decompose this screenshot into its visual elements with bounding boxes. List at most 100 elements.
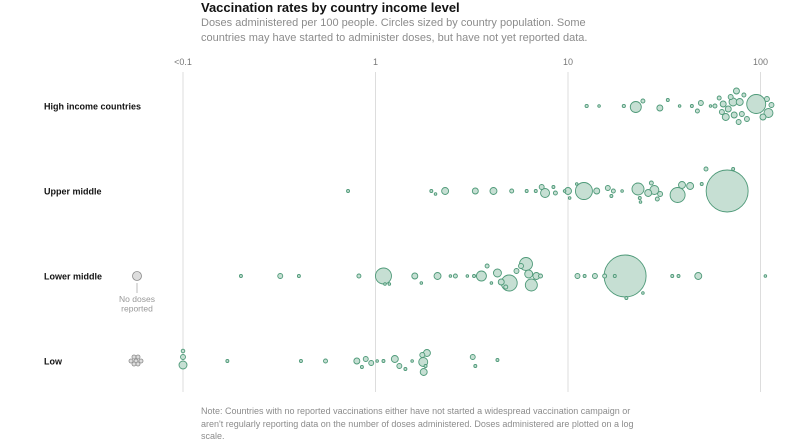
country-point [689, 104, 694, 108]
country-point [763, 108, 774, 118]
x-tick-label: 100 [753, 57, 768, 67]
no-doses-point [135, 361, 141, 367]
country-point [411, 272, 419, 280]
row-label: Lower middle [44, 272, 102, 282]
country-point [390, 355, 399, 363]
country-point [582, 274, 587, 278]
country-point [492, 268, 502, 278]
chart-note: Note: Countries with no reported vaccina… [201, 406, 634, 441]
x-tick-label: <0.1 [174, 57, 192, 67]
country-point [694, 108, 700, 114]
country-point [641, 291, 645, 295]
country-point [433, 272, 442, 280]
country-point [552, 190, 558, 196]
x-tick-label: 10 [563, 57, 573, 67]
country-point [524, 278, 538, 292]
country-point [419, 352, 426, 358]
country-point [703, 166, 709, 172]
country-point [732, 87, 740, 95]
country-point [567, 196, 572, 200]
country-point [677, 104, 682, 108]
country-point [735, 119, 742, 125]
country-point [644, 189, 653, 197]
no-doses-label: reported [121, 304, 153, 314]
country-point [368, 360, 375, 366]
country-point [699, 182, 704, 186]
country-point [465, 274, 470, 278]
country-point [718, 109, 725, 115]
country-point [323, 358, 328, 364]
country-point [730, 111, 738, 119]
country-point [724, 105, 732, 113]
country-point [741, 92, 747, 98]
country-point [676, 274, 681, 278]
country-point [657, 191, 664, 197]
country-point [759, 113, 767, 121]
country-point [538, 184, 545, 190]
country-point [743, 116, 750, 122]
country-point [238, 274, 243, 278]
country-point [654, 196, 660, 202]
country-point [621, 103, 626, 109]
country-point [763, 96, 770, 102]
country-point [620, 189, 624, 193]
country-point [178, 360, 188, 370]
no-doses-label: No doses [119, 294, 155, 304]
country-point [697, 100, 704, 106]
country-point [638, 200, 643, 204]
country-point [497, 278, 505, 286]
country-point [489, 281, 494, 285]
country-point [597, 104, 601, 108]
country-point [591, 273, 598, 279]
country-point [472, 274, 476, 278]
country-point [469, 354, 476, 360]
country-point [738, 111, 745, 117]
country-point [604, 185, 611, 191]
country-point [524, 269, 534, 279]
country-point [225, 359, 230, 363]
chart-title: Vaccination rates by country income leve… [201, 0, 460, 15]
country-point [768, 102, 775, 108]
no-doses-point [135, 354, 141, 360]
country-point [356, 273, 362, 279]
row-label: Upper middle [44, 187, 102, 197]
country-point [509, 188, 515, 194]
country-point [362, 356, 369, 362]
country-point [375, 359, 379, 363]
country-point [540, 188, 551, 198]
country-point [746, 94, 767, 114]
country-point [484, 263, 490, 269]
country-point [473, 364, 478, 368]
country-point [489, 187, 498, 195]
country-point [452, 273, 458, 279]
country-point [375, 267, 392, 285]
country-point [448, 274, 453, 278]
country-point [503, 284, 509, 290]
country-point [716, 95, 722, 101]
country-point [612, 274, 617, 278]
country-point [533, 189, 538, 193]
country-point [763, 274, 768, 278]
country-point [353, 357, 361, 365]
country-point [593, 187, 601, 195]
country-point [359, 365, 364, 369]
country-point [610, 188, 616, 194]
country-point [629, 101, 642, 113]
country-point [678, 181, 686, 189]
country-point [419, 368, 428, 376]
country-point [381, 359, 386, 363]
no-doses-point [128, 358, 134, 364]
no-doses-point [131, 354, 137, 360]
country-point [670, 274, 675, 278]
country-point [180, 348, 186, 354]
country-point [705, 169, 749, 213]
x-tick-label: 1 [373, 57, 378, 67]
country-point [665, 98, 670, 102]
country-point [524, 189, 529, 193]
country-point [277, 273, 284, 279]
no-doses-point [132, 271, 142, 281]
country-point [423, 364, 428, 368]
no-doses-point [131, 361, 137, 367]
chart-subtitle: Doses administered per 100 people. Circl… [201, 17, 588, 44]
country-point [403, 367, 408, 371]
